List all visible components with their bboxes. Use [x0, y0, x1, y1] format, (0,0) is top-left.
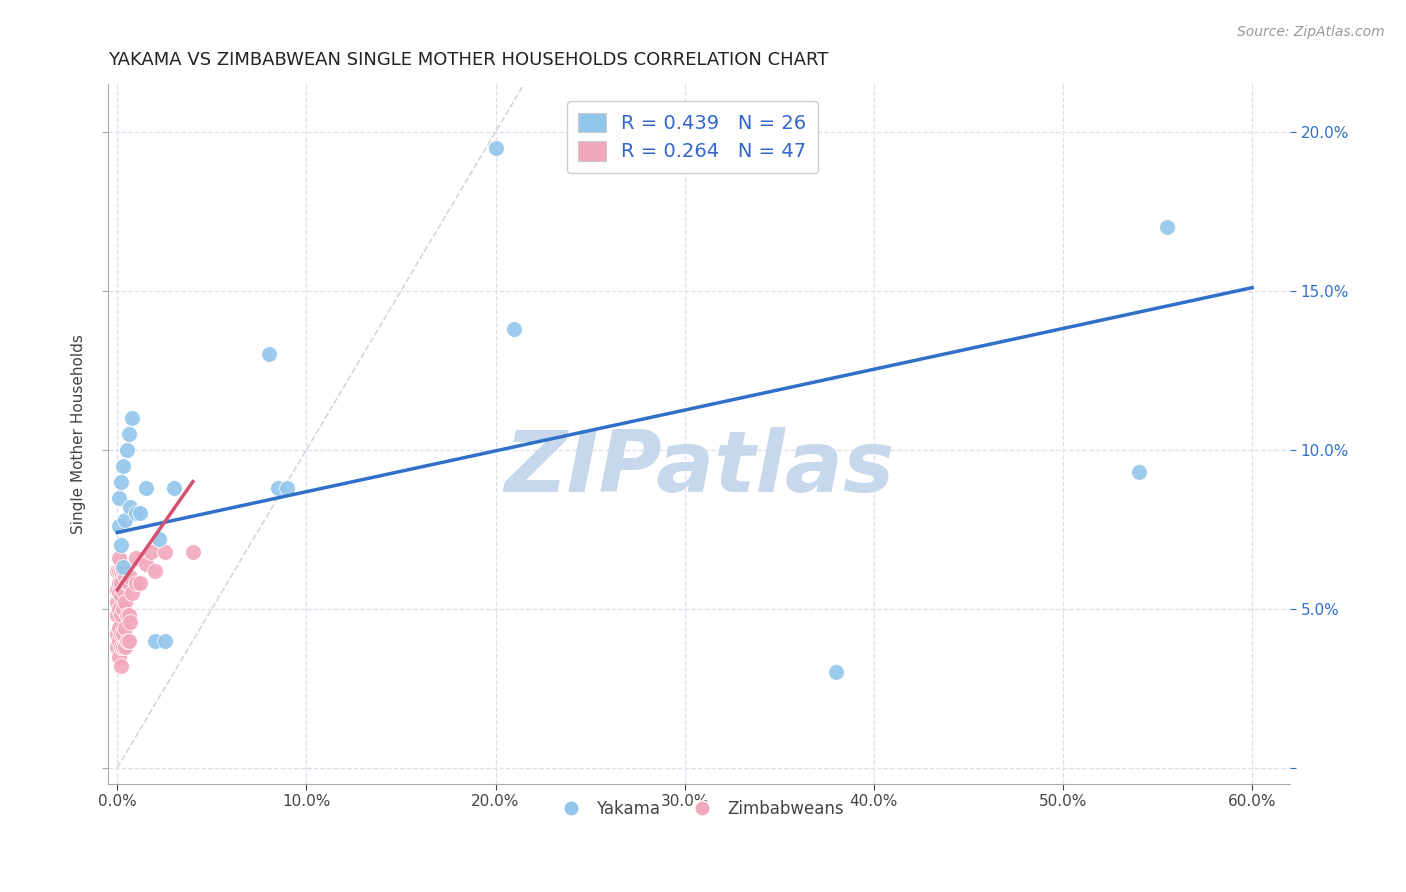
Point — [105, 564, 128, 578]
Point — [105, 608, 128, 623]
Point — [108, 602, 131, 616]
Point — [110, 627, 132, 641]
Point — [111, 564, 134, 578]
Point — [135, 481, 157, 495]
Point — [114, 595, 136, 609]
Point — [115, 442, 138, 457]
Point — [1156, 220, 1178, 235]
Point — [110, 564, 132, 578]
Point — [129, 507, 152, 521]
Point — [110, 589, 132, 603]
Point — [115, 608, 138, 623]
Point — [111, 582, 134, 597]
Point — [115, 633, 138, 648]
Point — [108, 649, 131, 664]
Point — [129, 576, 152, 591]
Point — [125, 551, 148, 566]
Point — [114, 640, 136, 654]
Point — [108, 633, 131, 648]
Point — [503, 322, 526, 336]
Text: Source: ZipAtlas.com: Source: ZipAtlas.com — [1237, 25, 1385, 39]
Point — [143, 564, 166, 578]
Point — [153, 633, 176, 648]
Text: YAKAMA VS ZIMBABWEAN SINGLE MOTHER HOUSEHOLDS CORRELATION CHART: YAKAMA VS ZIMBABWEAN SINGLE MOTHER HOUSE… — [108, 51, 828, 69]
Point — [108, 576, 131, 591]
Point — [267, 481, 290, 495]
Point — [108, 519, 131, 533]
Point — [141, 544, 163, 558]
Point — [110, 576, 132, 591]
Point — [108, 564, 131, 578]
Point — [115, 576, 138, 591]
Point — [120, 500, 142, 514]
Point — [125, 576, 148, 591]
Point — [117, 576, 139, 591]
Point — [110, 640, 132, 654]
Point — [110, 659, 132, 673]
Point — [110, 608, 132, 623]
Point — [125, 507, 148, 521]
Point — [111, 640, 134, 654]
Point — [117, 426, 139, 441]
Point — [135, 558, 157, 572]
Point — [1128, 465, 1150, 479]
Point — [120, 615, 142, 629]
Point — [105, 582, 128, 597]
Point — [110, 538, 132, 552]
Legend: Yakama, Zimbabweans: Yakama, Zimbabweans — [548, 793, 851, 824]
Point — [111, 602, 134, 616]
Point — [111, 458, 134, 473]
Point — [117, 633, 139, 648]
Point — [111, 560, 134, 574]
Y-axis label: Single Mother Households: Single Mother Households — [72, 334, 86, 534]
Point — [825, 665, 848, 680]
Point — [105, 627, 128, 641]
Point — [108, 551, 131, 566]
Point — [108, 621, 131, 635]
Point — [111, 627, 134, 641]
Point — [117, 608, 139, 623]
Point — [148, 532, 170, 546]
Point — [276, 481, 298, 495]
Point — [121, 586, 143, 600]
Point — [163, 481, 186, 495]
Point — [257, 347, 280, 361]
Text: ZIPatlas: ZIPatlas — [503, 427, 894, 510]
Point — [484, 141, 506, 155]
Point — [114, 513, 136, 527]
Point — [110, 475, 132, 489]
Point — [143, 633, 166, 648]
Point — [108, 491, 131, 505]
Point — [120, 570, 142, 584]
Point — [114, 621, 136, 635]
Point — [105, 640, 128, 654]
Point — [114, 570, 136, 584]
Point — [153, 544, 176, 558]
Point — [108, 586, 131, 600]
Point — [121, 411, 143, 425]
Point — [181, 544, 204, 558]
Point — [105, 595, 128, 609]
